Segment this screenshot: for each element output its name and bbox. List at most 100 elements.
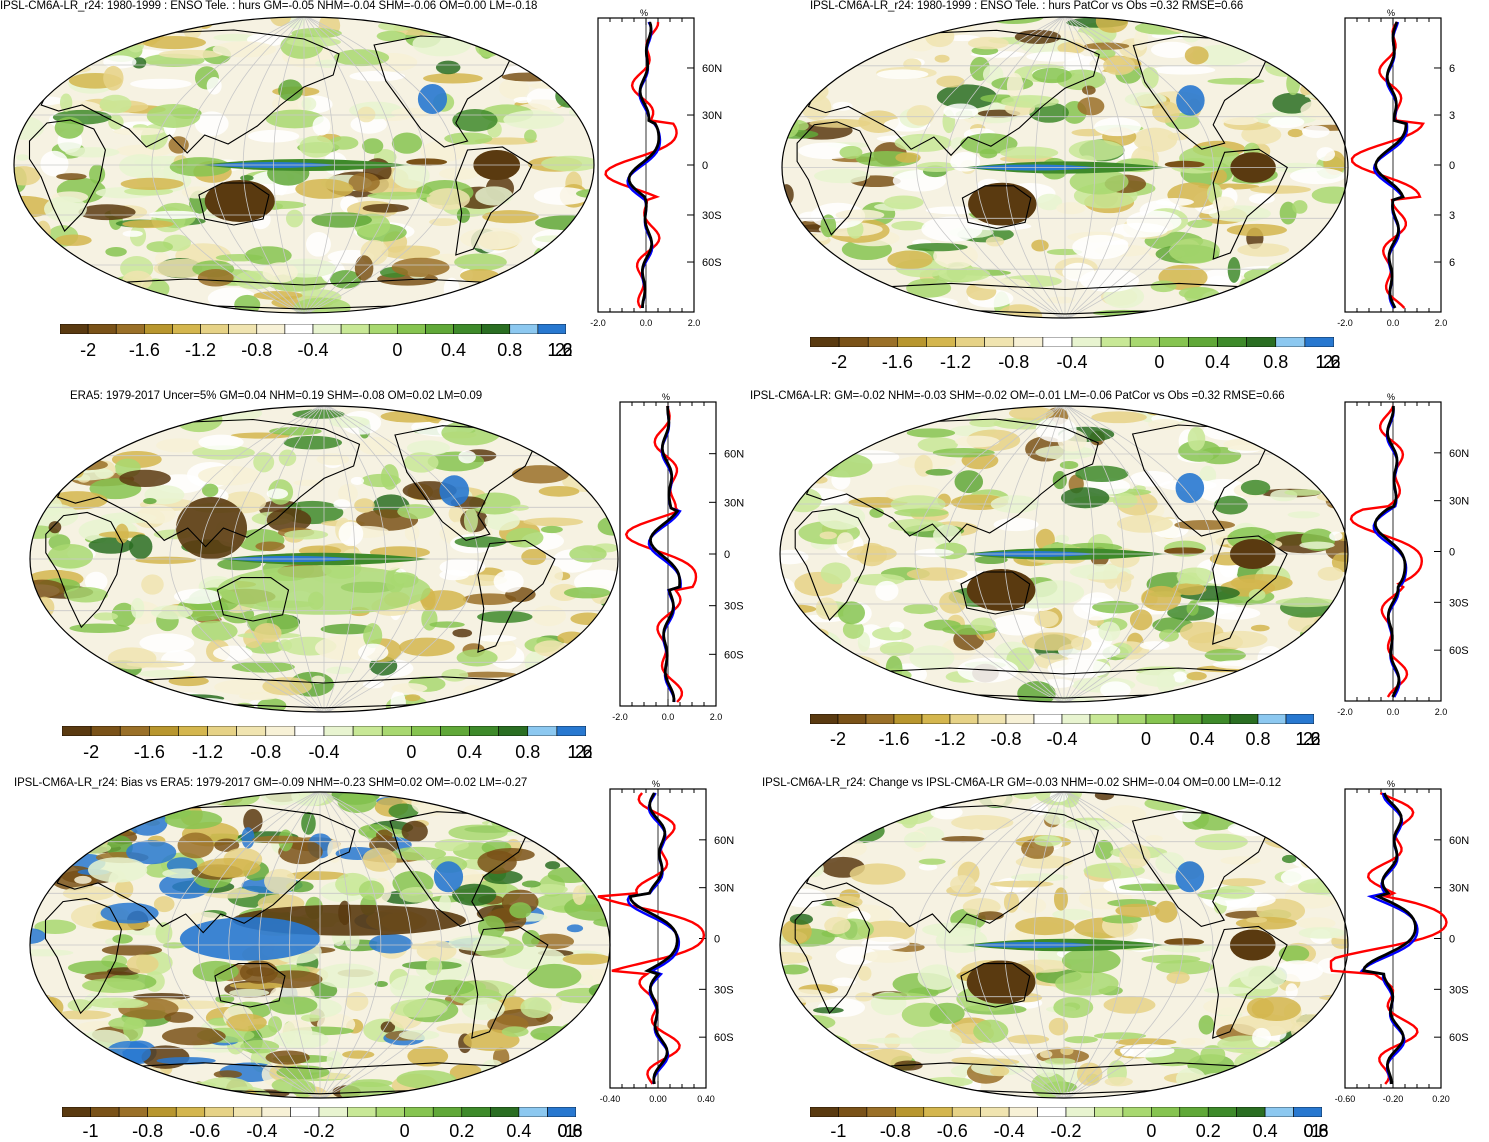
- colorbar-tick-label: 0: [392, 340, 403, 360]
- colorbar-tick-label: 2: [554, 340, 566, 360]
- zonal-profile: % -2.0 0.0 2.0 6 3 0 3 6: [1337, 8, 1455, 328]
- world-map: [779, 405, 1349, 703]
- profile-lat-label: 60N: [724, 449, 744, 461]
- colorbar-tick-label: -1.2: [934, 729, 966, 749]
- profile-lat-label: 30S: [702, 210, 722, 222]
- colorbar-tick-label: -1.6: [881, 352, 913, 372]
- colorbar-tick-label: -1.2: [192, 742, 224, 762]
- colorbar: [62, 1107, 576, 1117]
- profile-lat-label: 60N: [1449, 835, 1469, 847]
- colorbar-tick-label: -0.4: [1046, 729, 1078, 749]
- panel-title: IPSL-CM6A-LR_r24: 1980-1999 : ENSO Tele.…: [0, 0, 538, 12]
- colorbar-tick-label: 0.4: [457, 742, 483, 762]
- colorbar-tick-label: -0.8: [241, 340, 273, 360]
- zonal-profile: % -0.60 -0.20 0.20 60N 30N 0 30S 60S: [1329, 779, 1469, 1104]
- colorbar-tick-label: 0.2: [1195, 1121, 1221, 1141]
- profile-unit-label: %: [1387, 392, 1395, 402]
- colorbar-tick-label: 0.8: [557, 1121, 583, 1141]
- colorbar-tick-label: -1: [830, 1121, 847, 1141]
- profile-lat-label: 30S: [724, 601, 744, 613]
- colorbar-tick-label: 1.2: [1295, 729, 1321, 749]
- colorbar-tick-label: 1: [1310, 1121, 1322, 1141]
- panel-title: IPSL-CM6A-LR_r24: Change vs IPSL-CM6A-LR…: [762, 777, 1282, 789]
- colorbar-tick-label: 2: [574, 742, 586, 762]
- profile-lat-label: 30N: [1449, 496, 1469, 508]
- profile-lat-label: 30N: [724, 497, 744, 509]
- profile-x-tick: 0.40: [697, 1094, 715, 1104]
- colorbar-tick-label: -1.2: [185, 340, 217, 360]
- colorbar-tick-label: -1.6: [128, 340, 160, 360]
- profile-lat-label: 30N: [714, 883, 734, 895]
- profile-x-tick: 2.0: [1435, 318, 1448, 328]
- profile-unit-label: %: [640, 8, 648, 18]
- colorbar-tick-label: 0.4: [441, 340, 467, 360]
- colorbar-tick-label: 0.8: [1263, 352, 1289, 372]
- colorbar-tick-label: 2: [1302, 729, 1314, 749]
- colorbar-tick-label: 0.6: [557, 1121, 583, 1141]
- colorbar-tick-label: 0.4: [1205, 352, 1231, 372]
- colorbar-tick-label: 1.6: [547, 340, 573, 360]
- colorbar-tick-label: 0.8: [1245, 729, 1271, 749]
- colorbar-tick-label: 1.6: [1315, 352, 1341, 372]
- colorbar-tick-label: 0: [1146, 1121, 1157, 1141]
- colorbar-tick-label: 0: [1140, 729, 1152, 749]
- profile-lat-label: 30S: [1449, 597, 1469, 609]
- colorbar-tick-label: -0.4: [297, 340, 329, 360]
- colorbar-tick-label: 1.6: [567, 742, 593, 762]
- profile-unit-label: %: [1387, 8, 1395, 18]
- colorbar-tick-label: 1.2: [567, 742, 593, 762]
- profile-lat-label: 6: [1449, 257, 1455, 269]
- colorbar-tick-label: -2: [831, 352, 848, 372]
- colorbar-tick-label: 0.4: [1189, 729, 1215, 749]
- colorbar-tick-label: 1.2: [547, 340, 573, 360]
- colorbar-tick-label: -0.8: [990, 729, 1022, 749]
- colorbar-tick-label: 0: [399, 1121, 410, 1141]
- zonal-profile: % -2.0 0.0 2.0 60N 30N 0 30S 60S: [1337, 392, 1469, 717]
- world-map: [29, 405, 619, 713]
- profile-lat-label: 30N: [702, 110, 722, 122]
- colorbar-tick-label: 0.2: [449, 1121, 475, 1141]
- colorbar-tick-label: 0.4: [506, 1121, 532, 1141]
- colorbar-tick-label: 0.8: [497, 340, 523, 360]
- colorbar-labels: -1 -0.8 -0.6 -0.4 -0.2 0 0.2 0.4 0.6 0.8 1: [810, 1121, 1328, 1141]
- profile-lat-label: 60S: [1449, 645, 1469, 657]
- colorbar-tick-label: -2: [829, 729, 847, 749]
- colorbar-tick-label: -0.8: [250, 742, 282, 762]
- profile-x-tick: -2.0: [1337, 318, 1353, 328]
- zonal-profile: % -2.0 0.0 2.0 60N 30N 0 30S 60S: [590, 8, 722, 328]
- profile-x-tick: -0.20: [1383, 1094, 1404, 1104]
- panel-title: ERA5: 1979-2017 Uncer=5% GM=0.04 NHM=0.1…: [70, 390, 483, 402]
- colorbar: [810, 1107, 1322, 1117]
- profile-lat-label: 0: [714, 934, 720, 946]
- colorbar-labels: -1 -0.8 -0.6 -0.4 -0.2 0 0.2 0.4 0.6 0.8 1: [62, 1121, 583, 1141]
- profile-x-tick: -0.60: [1335, 1094, 1356, 1104]
- colorbar-tick-label: -0.4: [1056, 352, 1088, 372]
- colorbar-tick-label: 0: [406, 742, 417, 762]
- profile-x-tick: 0.0: [1387, 318, 1400, 328]
- profile-x-tick: 2.0: [688, 318, 701, 328]
- colorbar-tick-label: 1: [564, 1121, 576, 1141]
- profile-unit-label: %: [662, 392, 670, 402]
- colorbar-tick-label: -0.8: [998, 352, 1030, 372]
- world-map: [779, 791, 1349, 1099]
- profile-lat-label: 60S: [1449, 1032, 1469, 1044]
- colorbar-tick-label: -1.6: [133, 742, 165, 762]
- colorbar-tick-label: -0.2: [1050, 1121, 1082, 1141]
- profile-lat-label: 0: [1449, 934, 1455, 946]
- colorbar: [62, 726, 586, 736]
- profile-lat-label: 3: [1449, 110, 1455, 122]
- colorbar-labels: -2 -1.6 -1.2 -0.8 -0.4 0 0.4 0.8 1.2 1.6 2: [810, 729, 1321, 753]
- colorbar-tick-label: 0.8: [1303, 1121, 1329, 1141]
- profile-lat-label: 60N: [714, 835, 734, 847]
- zonal-profile: % -2.0 0.0 2.0 60N 30N 0 30S 60S: [612, 392, 744, 722]
- profile-lat-label: 6: [1449, 63, 1455, 75]
- profile-lat-label: 30S: [1449, 984, 1469, 996]
- profile-lat-label: 0: [1449, 160, 1455, 172]
- colorbar-tick-label: -1.6: [878, 729, 910, 749]
- colorbar-tick-label: 0: [1154, 352, 1165, 372]
- profile-lat-label: 3: [1449, 210, 1455, 222]
- colorbar-tick-label: 0.6: [1303, 1121, 1329, 1141]
- colorbar-tick-label: -0.4: [308, 742, 340, 762]
- world-map: [13, 16, 595, 314]
- colorbar-tick-label: 0.8: [515, 742, 541, 762]
